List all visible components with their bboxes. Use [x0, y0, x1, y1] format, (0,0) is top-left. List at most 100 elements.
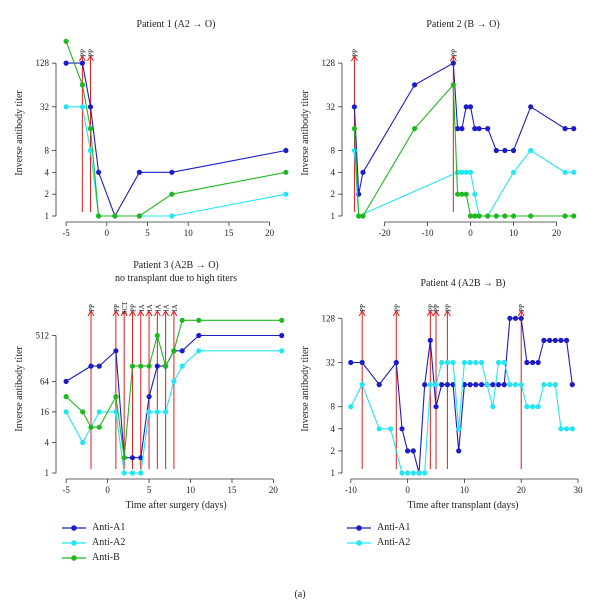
series-line [353, 149, 574, 217]
annotation-arrow: IA [170, 304, 179, 469]
y-tick-label: 16 [40, 407, 50, 417]
series-anti-a1 [351, 60, 577, 197]
annotation-arrowhead [170, 310, 178, 317]
data-point [356, 213, 362, 219]
data-point [146, 409, 152, 415]
annotation-arrowhead [145, 310, 153, 317]
legend-item: Anti-A2 [345, 535, 410, 550]
annotation-label: PP [113, 304, 121, 312]
x-tick-label: -10 [422, 228, 434, 238]
x-tick-label: 20 [517, 485, 527, 495]
data-point [376, 382, 382, 388]
data-point [456, 426, 462, 432]
annotation-arrowhead [78, 55, 86, 62]
data-point [136, 169, 142, 175]
y-tick-label: 2 [45, 189, 50, 199]
annotation-arrow: PP [112, 304, 121, 469]
data-point [459, 191, 465, 197]
data-point [121, 470, 127, 476]
series-anti-b [63, 38, 289, 219]
data-point [450, 82, 456, 88]
data-point [169, 169, 175, 175]
annotation-arrowhead [112, 310, 120, 317]
data-point [63, 60, 69, 66]
data-point [456, 448, 462, 454]
y-tick-label: 512 [36, 331, 50, 341]
data-point [63, 409, 69, 415]
data-point [547, 337, 553, 343]
y-axis-label: Inverse antibody titer [14, 346, 25, 432]
data-point [422, 382, 428, 388]
data-point [493, 147, 499, 154]
data-point [564, 337, 570, 343]
data-point [171, 348, 177, 354]
data-point [96, 213, 102, 219]
y-tick-label: 1 [331, 211, 336, 221]
data-point [463, 191, 469, 197]
annotation-arrowhead [432, 310, 440, 317]
annotation-label: IA [163, 304, 171, 311]
data-point [169, 213, 175, 219]
data-point [510, 213, 517, 219]
data-point [63, 38, 69, 44]
y-tick-label: 2 [331, 446, 336, 456]
data-point [360, 169, 366, 175]
legend-label: Anti-A1 [92, 522, 126, 533]
data-point [63, 104, 69, 110]
data-point [376, 426, 382, 432]
data-point [476, 126, 482, 132]
data-point [96, 169, 102, 175]
series-anti-b [63, 317, 285, 461]
y-tick-label: 2 [331, 189, 336, 199]
data-point [163, 409, 169, 415]
annotation-label: IA [171, 304, 179, 311]
data-point [564, 426, 570, 432]
data-point [433, 382, 439, 388]
data-point [439, 359, 445, 366]
data-point [88, 424, 94, 430]
data-point [507, 382, 513, 388]
data-point [146, 394, 152, 400]
annotation-label: PP [359, 304, 367, 312]
data-point [154, 409, 160, 415]
data-point [507, 315, 513, 321]
annotation-arrowhead [517, 310, 525, 317]
data-point [405, 448, 411, 454]
annotation-arrowhead [358, 310, 366, 317]
data-point [410, 470, 416, 476]
data-point [359, 382, 365, 388]
data-point [476, 213, 482, 219]
data-point [467, 104, 474, 110]
data-point [405, 470, 411, 476]
data-point [484, 382, 490, 388]
data-point [510, 147, 517, 154]
data-point [79, 82, 85, 88]
data-point [569, 382, 575, 388]
data-point [541, 337, 547, 343]
data-point [129, 470, 136, 476]
annotation-arrow: PP [443, 304, 452, 469]
data-point [348, 404, 354, 410]
data-point [495, 359, 502, 366]
data-point [179, 317, 185, 323]
data-point [459, 169, 465, 175]
x-tick-label: 0 [105, 228, 110, 238]
data-point [360, 213, 366, 219]
data-point [444, 359, 450, 366]
legend-right: Anti-A1 Anti-A2 [345, 520, 410, 550]
data-point [473, 359, 479, 366]
data-point [113, 409, 119, 415]
data-point [467, 213, 474, 219]
annotation-label: PP [351, 49, 359, 57]
annotation-label: SCT [121, 301, 129, 315]
legend-item: Anti-A1 [60, 520, 125, 535]
data-point [63, 394, 69, 400]
data-point [518, 382, 524, 388]
data-point [427, 337, 433, 343]
data-point [113, 394, 119, 400]
data-point [283, 191, 289, 197]
chart-panel-1: Patient 1 (A2 → O) 1 2 4 8 32 128 -5 0 5 10 15 20 Inv… [14, 19, 289, 238]
annotation-label: PP [427, 304, 435, 312]
series-anti-a1 [63, 60, 289, 219]
annotation-arrow: IA [137, 304, 146, 469]
